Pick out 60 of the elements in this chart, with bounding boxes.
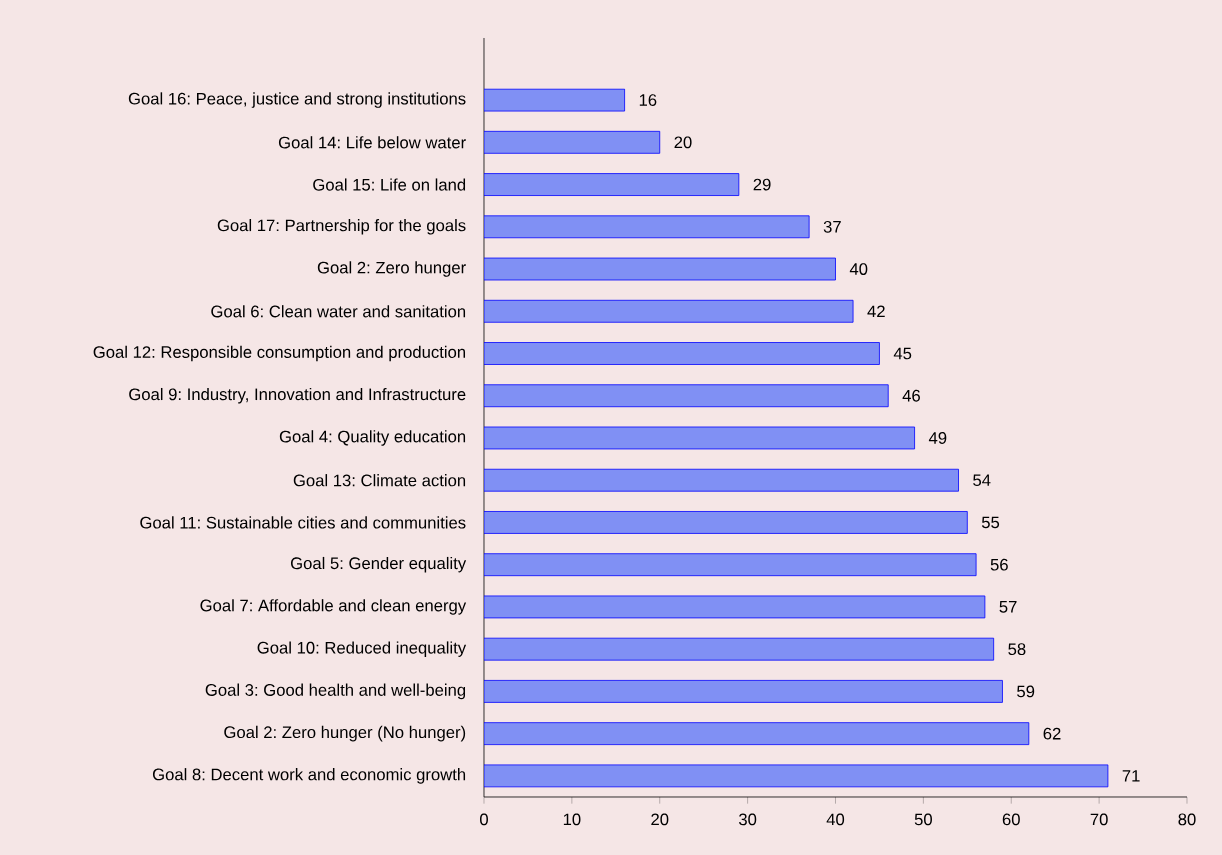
data-label: 45 (893, 347, 912, 360)
data-label: 46 (902, 389, 920, 402)
y-tick-label: Goal 11: Sustainable cities and communities (140, 516, 466, 529)
bar (484, 342, 880, 365)
y-tick-label: Goal 13: Climate action (293, 474, 466, 487)
x-tick-label: 40 (826, 813, 845, 826)
data-label: 56 (990, 558, 1008, 571)
y-tick-label: Goal 7: Affordable and clean energy (200, 599, 467, 615)
x-tick-label: 30 (738, 813, 757, 826)
bar (484, 426, 915, 450)
data-label: 54 (973, 474, 991, 487)
data-label: 49 (928, 432, 947, 444)
bar (484, 88, 625, 112)
y-tick-label: Goal 3: Good health and well-being (205, 683, 466, 700)
data-label: 16 (639, 94, 657, 106)
data-label: 59 (1017, 685, 1035, 698)
bar (484, 511, 968, 534)
bar (484, 637, 995, 661)
data-label: 71 (1122, 770, 1140, 782)
y-tick-label: Goal 2: Zero hunger (317, 261, 466, 277)
data-label: 62 (1043, 727, 1061, 740)
y-tick-label: Goal 5: Gender equality (290, 556, 467, 573)
x-tick-label: 60 (1002, 813, 1020, 826)
y-tick-label: Goal 15: Life on land (313, 178, 466, 191)
data-label: 20 (674, 136, 692, 149)
x-tick-label: 80 (1178, 813, 1196, 826)
data-label: 37 (823, 220, 841, 233)
y-tick-label: Goal 10: Reduced inequality (257, 641, 467, 657)
data-label: 42 (867, 305, 885, 318)
bar (484, 722, 1030, 746)
bar (484, 553, 977, 577)
y-tick-label: Goal 16: Peace, justice and strong institutions (128, 92, 466, 108)
bar (484, 468, 959, 492)
y-tick-label: Goal 12: Responsible consumption and production (93, 345, 466, 362)
y-tick-label: Goal 6: Clean water and sanitation (211, 305, 466, 318)
x-tick-label: 70 (1090, 813, 1108, 826)
data-label: 55 (981, 516, 1000, 529)
y-tick-label: Goal 14: Life below water (278, 136, 466, 149)
data-label: 29 (753, 178, 771, 191)
bar (484, 130, 661, 154)
y-tick-label: Goal 4: Quality education (279, 430, 466, 446)
bar (484, 384, 889, 408)
y-tick-label: Goal 8: Decent work and economic growth (152, 768, 466, 784)
data-label: 40 (849, 263, 868, 275)
x-tick-label: 50 (914, 813, 932, 826)
y-tick-label: Goal 9: Industry, Innovation and Infrastructure (129, 387, 466, 404)
y-tick-label: Goal 2: Zero hunger (No hunger) (224, 725, 466, 742)
x-tick-label: 10 (563, 813, 581, 826)
bar (484, 257, 836, 281)
data-label: 57 (999, 601, 1017, 613)
bar (484, 173, 740, 196)
y-tick-label: Goal 17: Partnership for the goals (217, 219, 466, 235)
bar (484, 764, 1109, 788)
bar (484, 680, 1003, 703)
bar (484, 299, 854, 323)
data-label: 58 (1008, 643, 1026, 656)
bar (484, 595, 986, 619)
bar (484, 215, 810, 239)
x-tick-label: 20 (651, 813, 669, 826)
x-tick-label: 0 (480, 813, 488, 826)
